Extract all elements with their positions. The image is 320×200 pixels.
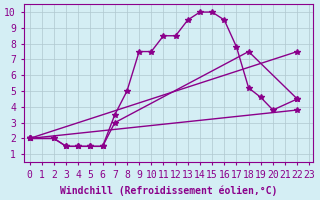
X-axis label: Windchill (Refroidissement éolien,°C): Windchill (Refroidissement éolien,°C) [60, 185, 277, 196]
